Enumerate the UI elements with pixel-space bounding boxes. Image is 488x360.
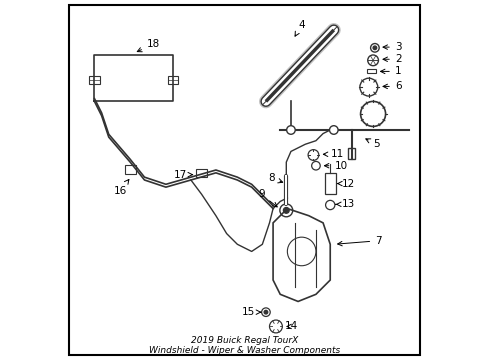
Circle shape	[329, 126, 337, 134]
Text: 4: 4	[294, 19, 305, 36]
Text: 12: 12	[337, 179, 354, 189]
Text: 5: 5	[365, 139, 379, 149]
Bar	[347, 148, 354, 158]
Text: 3: 3	[382, 42, 401, 52]
Text: 17: 17	[173, 170, 192, 180]
Bar	[124, 165, 135, 174]
Circle shape	[372, 46, 376, 50]
Text: 11: 11	[323, 149, 343, 159]
Text: 1: 1	[380, 66, 401, 76]
Bar	[196, 168, 206, 177]
Text: 10: 10	[324, 161, 347, 171]
Bar	[324, 173, 335, 194]
Text: 18: 18	[137, 39, 160, 52]
Text: 2019 Buick Regal TourX
Windshield - Wiper & Washer Components: 2019 Buick Regal TourX Windshield - Wipe…	[148, 336, 340, 355]
Circle shape	[283, 207, 288, 213]
Text: 2: 2	[382, 54, 401, 64]
Circle shape	[264, 310, 267, 314]
Text: 15: 15	[241, 307, 260, 317]
Text: 13: 13	[335, 199, 354, 209]
Text: 8: 8	[267, 173, 282, 183]
Bar	[89, 76, 100, 84]
Circle shape	[286, 126, 295, 134]
Bar	[366, 68, 375, 73]
Bar	[167, 76, 178, 84]
Text: 6: 6	[382, 81, 401, 91]
Text: 16: 16	[113, 180, 129, 196]
Text: 7: 7	[337, 236, 381, 246]
Polygon shape	[272, 208, 329, 301]
Text: 14: 14	[284, 321, 297, 332]
Text: 9: 9	[258, 189, 277, 207]
